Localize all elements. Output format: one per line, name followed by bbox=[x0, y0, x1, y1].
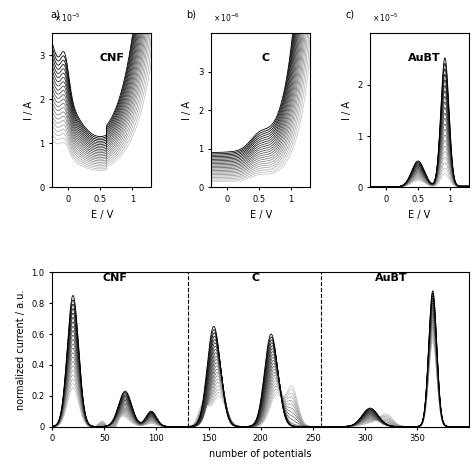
Y-axis label: I / A: I / A bbox=[24, 101, 34, 120]
X-axis label: E / V: E / V bbox=[409, 210, 431, 219]
Text: AuBT: AuBT bbox=[375, 273, 407, 283]
X-axis label: number of potentials: number of potentials bbox=[210, 449, 312, 459]
Y-axis label: I / A: I / A bbox=[182, 101, 192, 120]
X-axis label: E / V: E / V bbox=[250, 210, 272, 219]
Text: C: C bbox=[251, 273, 260, 283]
Text: C: C bbox=[262, 53, 270, 63]
Text: AuBT: AuBT bbox=[408, 53, 441, 63]
Text: $\times\,10^{-5}$: $\times\,10^{-5}$ bbox=[54, 11, 81, 24]
Text: CNF: CNF bbox=[102, 273, 127, 283]
X-axis label: E / V: E / V bbox=[91, 210, 113, 219]
Text: $\times\,10^{-6}$: $\times\,10^{-6}$ bbox=[213, 11, 240, 24]
Text: a): a) bbox=[50, 10, 60, 20]
Text: $\times\,10^{-5}$: $\times\,10^{-5}$ bbox=[372, 11, 399, 24]
Y-axis label: I / A: I / A bbox=[341, 101, 352, 120]
Y-axis label: normalized current / a.u.: normalized current / a.u. bbox=[16, 289, 26, 410]
Text: b): b) bbox=[186, 10, 196, 20]
Text: c): c) bbox=[345, 10, 354, 20]
Text: CNF: CNF bbox=[99, 53, 124, 63]
